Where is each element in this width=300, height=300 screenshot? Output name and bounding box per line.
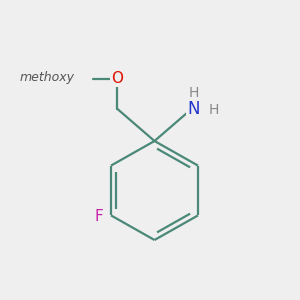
Text: H: H xyxy=(188,86,199,100)
Text: methoxy: methoxy xyxy=(20,70,75,84)
Text: O: O xyxy=(111,71,123,86)
Text: H: H xyxy=(208,103,219,117)
Text: F: F xyxy=(95,209,103,224)
Text: N: N xyxy=(187,100,200,118)
